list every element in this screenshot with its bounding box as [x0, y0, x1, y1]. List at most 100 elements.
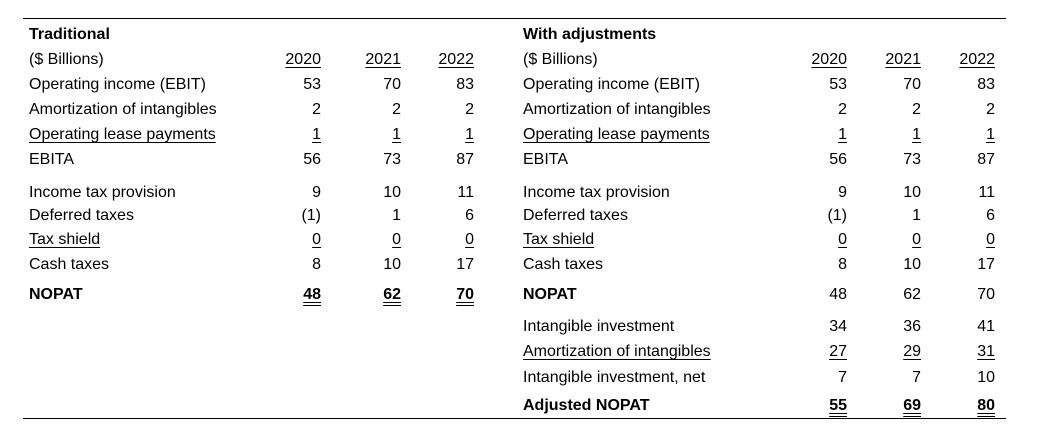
- row-value: 0: [465, 231, 474, 248]
- row-value: 7: [838, 369, 847, 386]
- table-row: Amortization of intangibles 27 29 31: [523, 341, 1001, 363]
- row-label: Cash taxes: [523, 256, 604, 273]
- row-label: Cash taxes: [29, 256, 110, 273]
- row-value: 70: [903, 76, 921, 93]
- row-value: 8: [838, 256, 847, 273]
- row-value: 10: [383, 256, 401, 273]
- row-label: Amortization of intangibles: [29, 101, 217, 118]
- row-value: 56: [829, 151, 847, 168]
- row-label: Intangible investment, net: [523, 369, 706, 386]
- row-value: 53: [303, 76, 321, 93]
- row-value: 87: [977, 151, 995, 168]
- row-value: 11: [457, 184, 474, 201]
- row-value: 17: [977, 256, 995, 273]
- row-value: 70: [456, 286, 474, 303]
- row-value: 10: [903, 256, 921, 273]
- table-row: Deferred taxes (1) 1 6: [29, 205, 479, 227]
- row-value: 2: [392, 101, 401, 118]
- row-value: 8: [312, 256, 321, 273]
- row-value: 55: [829, 397, 847, 414]
- row-label: Tax shield: [29, 231, 101, 248]
- top-rule: [23, 18, 1006, 19]
- row-label: EBITA: [523, 151, 569, 168]
- row-label: Amortization of intangibles: [523, 343, 711, 360]
- row-value: 41: [977, 318, 995, 335]
- row-value: 48: [829, 286, 847, 303]
- table-row: Adjusted NOPAT 55 69 80: [523, 395, 1001, 417]
- bottom-rule: [23, 418, 1006, 419]
- row-value: (1): [301, 207, 321, 224]
- row-label: Operating lease payments: [29, 126, 216, 143]
- row-label: Income tax provision: [29, 184, 176, 201]
- table-title-row: Traditional: [29, 24, 479, 46]
- row-value: 70: [977, 286, 995, 303]
- row-value: 80: [977, 397, 995, 414]
- row-value: 56: [303, 151, 321, 168]
- table-row: Operating lease payments 1 1 1: [29, 124, 479, 146]
- row-value: 36: [903, 318, 921, 335]
- table-row: NOPAT 48 62 70: [29, 284, 479, 306]
- row-value: 6: [986, 207, 995, 224]
- row-value: 0: [838, 231, 847, 248]
- row-value: 1: [912, 126, 921, 143]
- row-label: Deferred taxes: [29, 207, 134, 224]
- row-value: 31: [977, 343, 995, 360]
- row-value: 2: [986, 101, 995, 118]
- row-label: Tax shield: [523, 231, 595, 248]
- row-label: Income tax provision: [523, 184, 670, 201]
- year-header: 2021: [365, 51, 401, 68]
- row-value: 1: [838, 126, 847, 143]
- table-row: EBITA 56 73 87: [523, 149, 1001, 171]
- row-value: 10: [383, 184, 401, 201]
- table-row: Deferred taxes (1) 1 6: [523, 205, 1001, 227]
- row-value: 34: [829, 318, 847, 335]
- row-value: 29: [903, 343, 921, 360]
- table-row: Intangible investment 34 36 41: [523, 316, 1001, 338]
- row-value: 0: [986, 231, 995, 248]
- table-row: Operating income (EBIT) 53 70 83: [29, 74, 479, 96]
- row-value: 1: [912, 207, 921, 224]
- row-value: 1: [392, 207, 401, 224]
- row-value: 6: [465, 207, 474, 224]
- row-value: 53: [829, 76, 847, 93]
- row-value: 87: [456, 151, 474, 168]
- table-row: Amortization of intangibles 2 2 2: [523, 99, 1001, 121]
- row-label: Intangible investment: [523, 318, 675, 335]
- table-row: Intangible investment, net 7 7 10: [523, 367, 1001, 389]
- table-row: Cash taxes 8 10 17: [523, 254, 1001, 276]
- row-label: Operating income (EBIT): [29, 76, 206, 93]
- year-header: 2022: [438, 51, 474, 68]
- table-row: Operating lease payments 1 1 1: [523, 124, 1001, 146]
- row-value: 10: [903, 184, 921, 201]
- unit-label: ($ Billions): [29, 51, 104, 68]
- row-label: Operating lease payments: [523, 126, 710, 143]
- row-value: 83: [456, 76, 474, 93]
- row-value: 1: [392, 126, 401, 143]
- row-value: 69: [903, 397, 921, 414]
- row-value: 2: [312, 101, 321, 118]
- row-value: 62: [383, 286, 401, 303]
- table-row: Operating income (EBIT) 53 70 83: [523, 74, 1001, 96]
- row-value: 9: [312, 184, 321, 201]
- year-header: 2021: [885, 51, 921, 68]
- table-title: With adjustments: [523, 26, 657, 43]
- row-value: 11: [978, 184, 995, 201]
- table-row: Income tax provision 9 10 11: [523, 182, 1001, 204]
- row-value: 2: [838, 101, 847, 118]
- row-value: 0: [392, 231, 401, 248]
- row-value: 48: [303, 286, 321, 303]
- row-label: NOPAT: [29, 286, 83, 303]
- table-title-row: With adjustments: [523, 24, 1001, 46]
- year-header: 2020: [285, 51, 321, 68]
- row-value: 7: [912, 369, 921, 386]
- row-value: 70: [383, 76, 401, 93]
- unit-label: ($ Billions): [523, 51, 598, 68]
- row-label: Amortization of intangibles: [523, 101, 711, 118]
- table-title: Traditional: [29, 26, 110, 43]
- row-label: Operating income (EBIT): [523, 76, 700, 93]
- row-value: 73: [903, 151, 921, 168]
- row-value: 10: [977, 369, 995, 386]
- row-value: 27: [829, 343, 847, 360]
- row-value: 9: [838, 184, 847, 201]
- row-value: 0: [912, 231, 921, 248]
